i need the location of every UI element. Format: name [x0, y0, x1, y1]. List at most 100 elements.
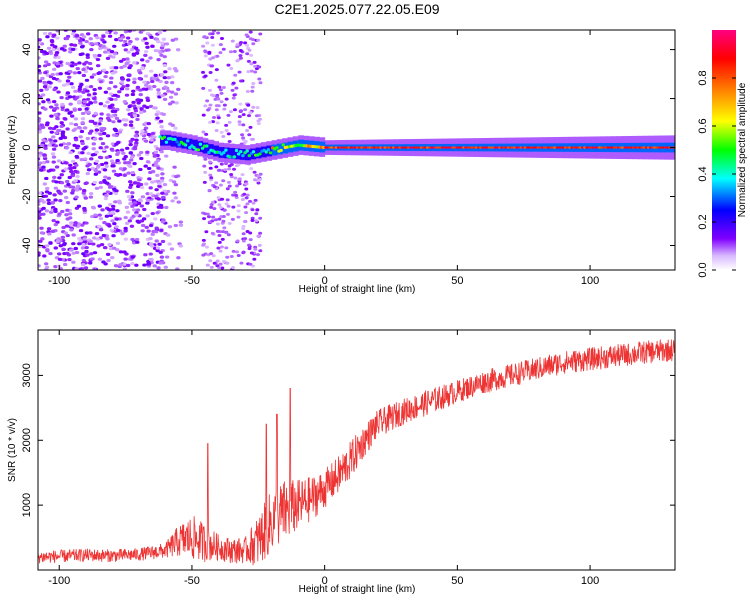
colorbar-label: Normalized spectral amplitude: [737, 82, 748, 217]
spectrogram-cell: [256, 181, 261, 185]
spectrogram-cell: [245, 52, 250, 56]
spectrogram-cell: [77, 236, 82, 241]
spectrogram-cell: [114, 66, 119, 70]
spectrogram-cell: [48, 138, 53, 142]
spectrogram-cell: [128, 120, 134, 124]
spectrogram-core: [158, 135, 162, 139]
spectrogram-cell: [85, 253, 90, 257]
spectrogram-cell: [108, 30, 113, 33]
spectrogram-cell: [173, 183, 179, 187]
spectrogram-cell: [215, 54, 220, 58]
spectrogram-cell: [218, 183, 223, 187]
spectrogram-cell: [138, 92, 143, 97]
spectrogram-cell: [76, 204, 82, 208]
spectrogram-cell: [108, 202, 113, 207]
spectrogram-cell: [95, 237, 100, 241]
spectrogram-cell: [127, 42, 132, 46]
spectrogram-cell: [124, 118, 129, 122]
spectrogram-frame: [37, 29, 676, 271]
spectrogram-cell: [145, 201, 150, 205]
spectrogram-cell: [68, 216, 73, 220]
spectrogram-cell: [237, 122, 242, 126]
spectrogram-cell: [152, 264, 157, 268]
spectrogram-cell: [72, 43, 78, 47]
spectrogram-cell: [38, 151, 43, 155]
y-tick-label: 20: [21, 92, 33, 104]
spectrogram-cell: [143, 74, 149, 78]
spectrogram-cell: [257, 243, 262, 247]
spectrogram-cell: [109, 159, 115, 163]
spectrogram-cell: [64, 224, 70, 228]
spectrogram-cell: [79, 45, 85, 49]
spectrogram-cell: [70, 47, 76, 51]
spectrogram-cell: [75, 184, 81, 188]
spectrogram-cell: [137, 178, 142, 182]
spectrogram-cell: [77, 242, 82, 246]
spectrogram-cell: [221, 230, 226, 234]
spectrogram-cell: [117, 130, 123, 134]
spectrogram-cell: [104, 145, 109, 149]
spectrogram-cell: [201, 113, 206, 117]
spectrogram-cell: [143, 164, 148, 168]
spectrogram-cell: [204, 132, 209, 136]
spectrogram-cell: [46, 198, 51, 202]
spectrogram-band-mid: [675, 143, 681, 153]
spectrogram-cell: [152, 84, 157, 89]
spectrogram-cell: [88, 67, 94, 71]
spectrogram-cell: [166, 89, 171, 93]
spectrogram-cell: [52, 88, 57, 92]
spectrogram-cell: [138, 98, 144, 102]
spectrogram-cell: [65, 61, 70, 66]
spectrogram-cell: [81, 191, 86, 195]
spectrogram-cell: [211, 215, 216, 219]
spectrogram-cell: [256, 38, 261, 42]
figure-title: C2E1.2025.077.22.05.E09: [274, 1, 439, 17]
spectrogram-cell: [146, 166, 152, 171]
spectrogram-cell: [256, 119, 261, 123]
spectrogram-cell: [247, 247, 252, 251]
spectrogram-cell: [231, 193, 236, 197]
spectrogram-cell: [132, 181, 138, 185]
spectrogram-cell: [123, 155, 128, 159]
spectrogram-cell: [73, 97, 78, 101]
spectrogram-cell: [126, 108, 131, 112]
spectrogram-cell: [161, 195, 166, 199]
spectrogram-cell: [97, 86, 103, 90]
spectrogram-cell: [73, 138, 79, 142]
spectrogram-cell: [92, 251, 98, 255]
spectrogram-cell: [81, 67, 86, 72]
spectrogram-cell: [69, 221, 74, 225]
spectrogram-cell: [150, 211, 155, 216]
spectrogram-cell: [240, 173, 245, 177]
spectrogram-cell: [44, 244, 50, 248]
spectrogram-cell: [98, 228, 104, 232]
spectrogram-cell: [58, 136, 64, 140]
spectrogram-cell: [39, 231, 45, 235]
spectrogram-cell: [84, 39, 89, 44]
spectrogram-cell: [152, 154, 157, 158]
spectrogram-cell: [242, 192, 247, 196]
spectrogram-cell: [104, 70, 109, 75]
spectrogram-cell: [130, 261, 135, 266]
spectrogram-cell: [88, 191, 94, 196]
spectrogram-cell: [95, 36, 100, 40]
spectrogram-cell: [254, 212, 259, 216]
spectrogram-cell: [143, 50, 149, 54]
spectrogram-cell: [96, 71, 101, 76]
spectrogram-cell: [83, 181, 88, 186]
spectrogram-cell: [39, 143, 45, 147]
spectrogram-cell: [250, 137, 255, 141]
spectrogram-x-label: Height of straight line (km): [299, 284, 416, 295]
spectrogram-cell: [94, 42, 99, 46]
spectrogram-cell: [230, 88, 235, 92]
spectrogram-cell: [41, 161, 47, 165]
spectrogram-cell: [159, 150, 164, 154]
spectrogram-cell: [253, 247, 258, 251]
spectrogram-cell: [210, 231, 215, 235]
spectrogram-cell: [221, 135, 226, 139]
spectrogram-cell: [75, 144, 81, 148]
spectrogram-cell: [164, 255, 170, 259]
spectrogram-cell: [160, 191, 165, 195]
spectrogram-cell: [229, 66, 234, 70]
spectrogram-cell: [83, 196, 89, 200]
